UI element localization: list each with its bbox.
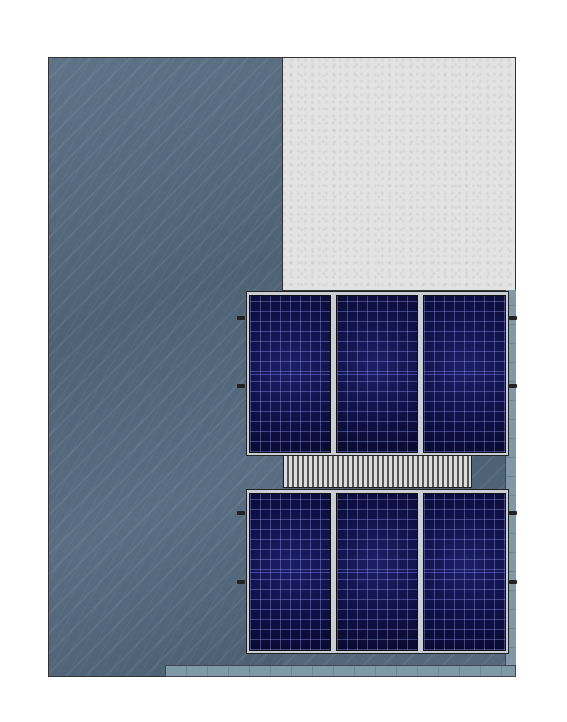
clamp-icon	[509, 511, 517, 515]
slate-stone-area	[48, 57, 282, 677]
clamp-icon	[237, 511, 245, 515]
upper-solar-array	[246, 291, 509, 456]
solar-panel	[249, 493, 331, 651]
tile-border-side	[505, 290, 516, 666]
solar-panel	[336, 295, 418, 453]
solar-panel	[336, 493, 418, 651]
clamp-icon	[237, 580, 245, 584]
clamp-icon	[509, 316, 517, 320]
solar-panel	[423, 295, 506, 453]
tile-border-bottom	[165, 665, 516, 677]
grating-walkway	[283, 455, 472, 488]
solar-panel	[423, 493, 506, 651]
solar-panel	[249, 295, 331, 453]
concrete-area	[282, 57, 516, 291]
clamp-icon	[509, 384, 517, 388]
lower-solar-array	[246, 489, 509, 654]
clamp-icon	[237, 316, 245, 320]
clamp-icon	[237, 384, 245, 388]
clamp-icon	[509, 580, 517, 584]
